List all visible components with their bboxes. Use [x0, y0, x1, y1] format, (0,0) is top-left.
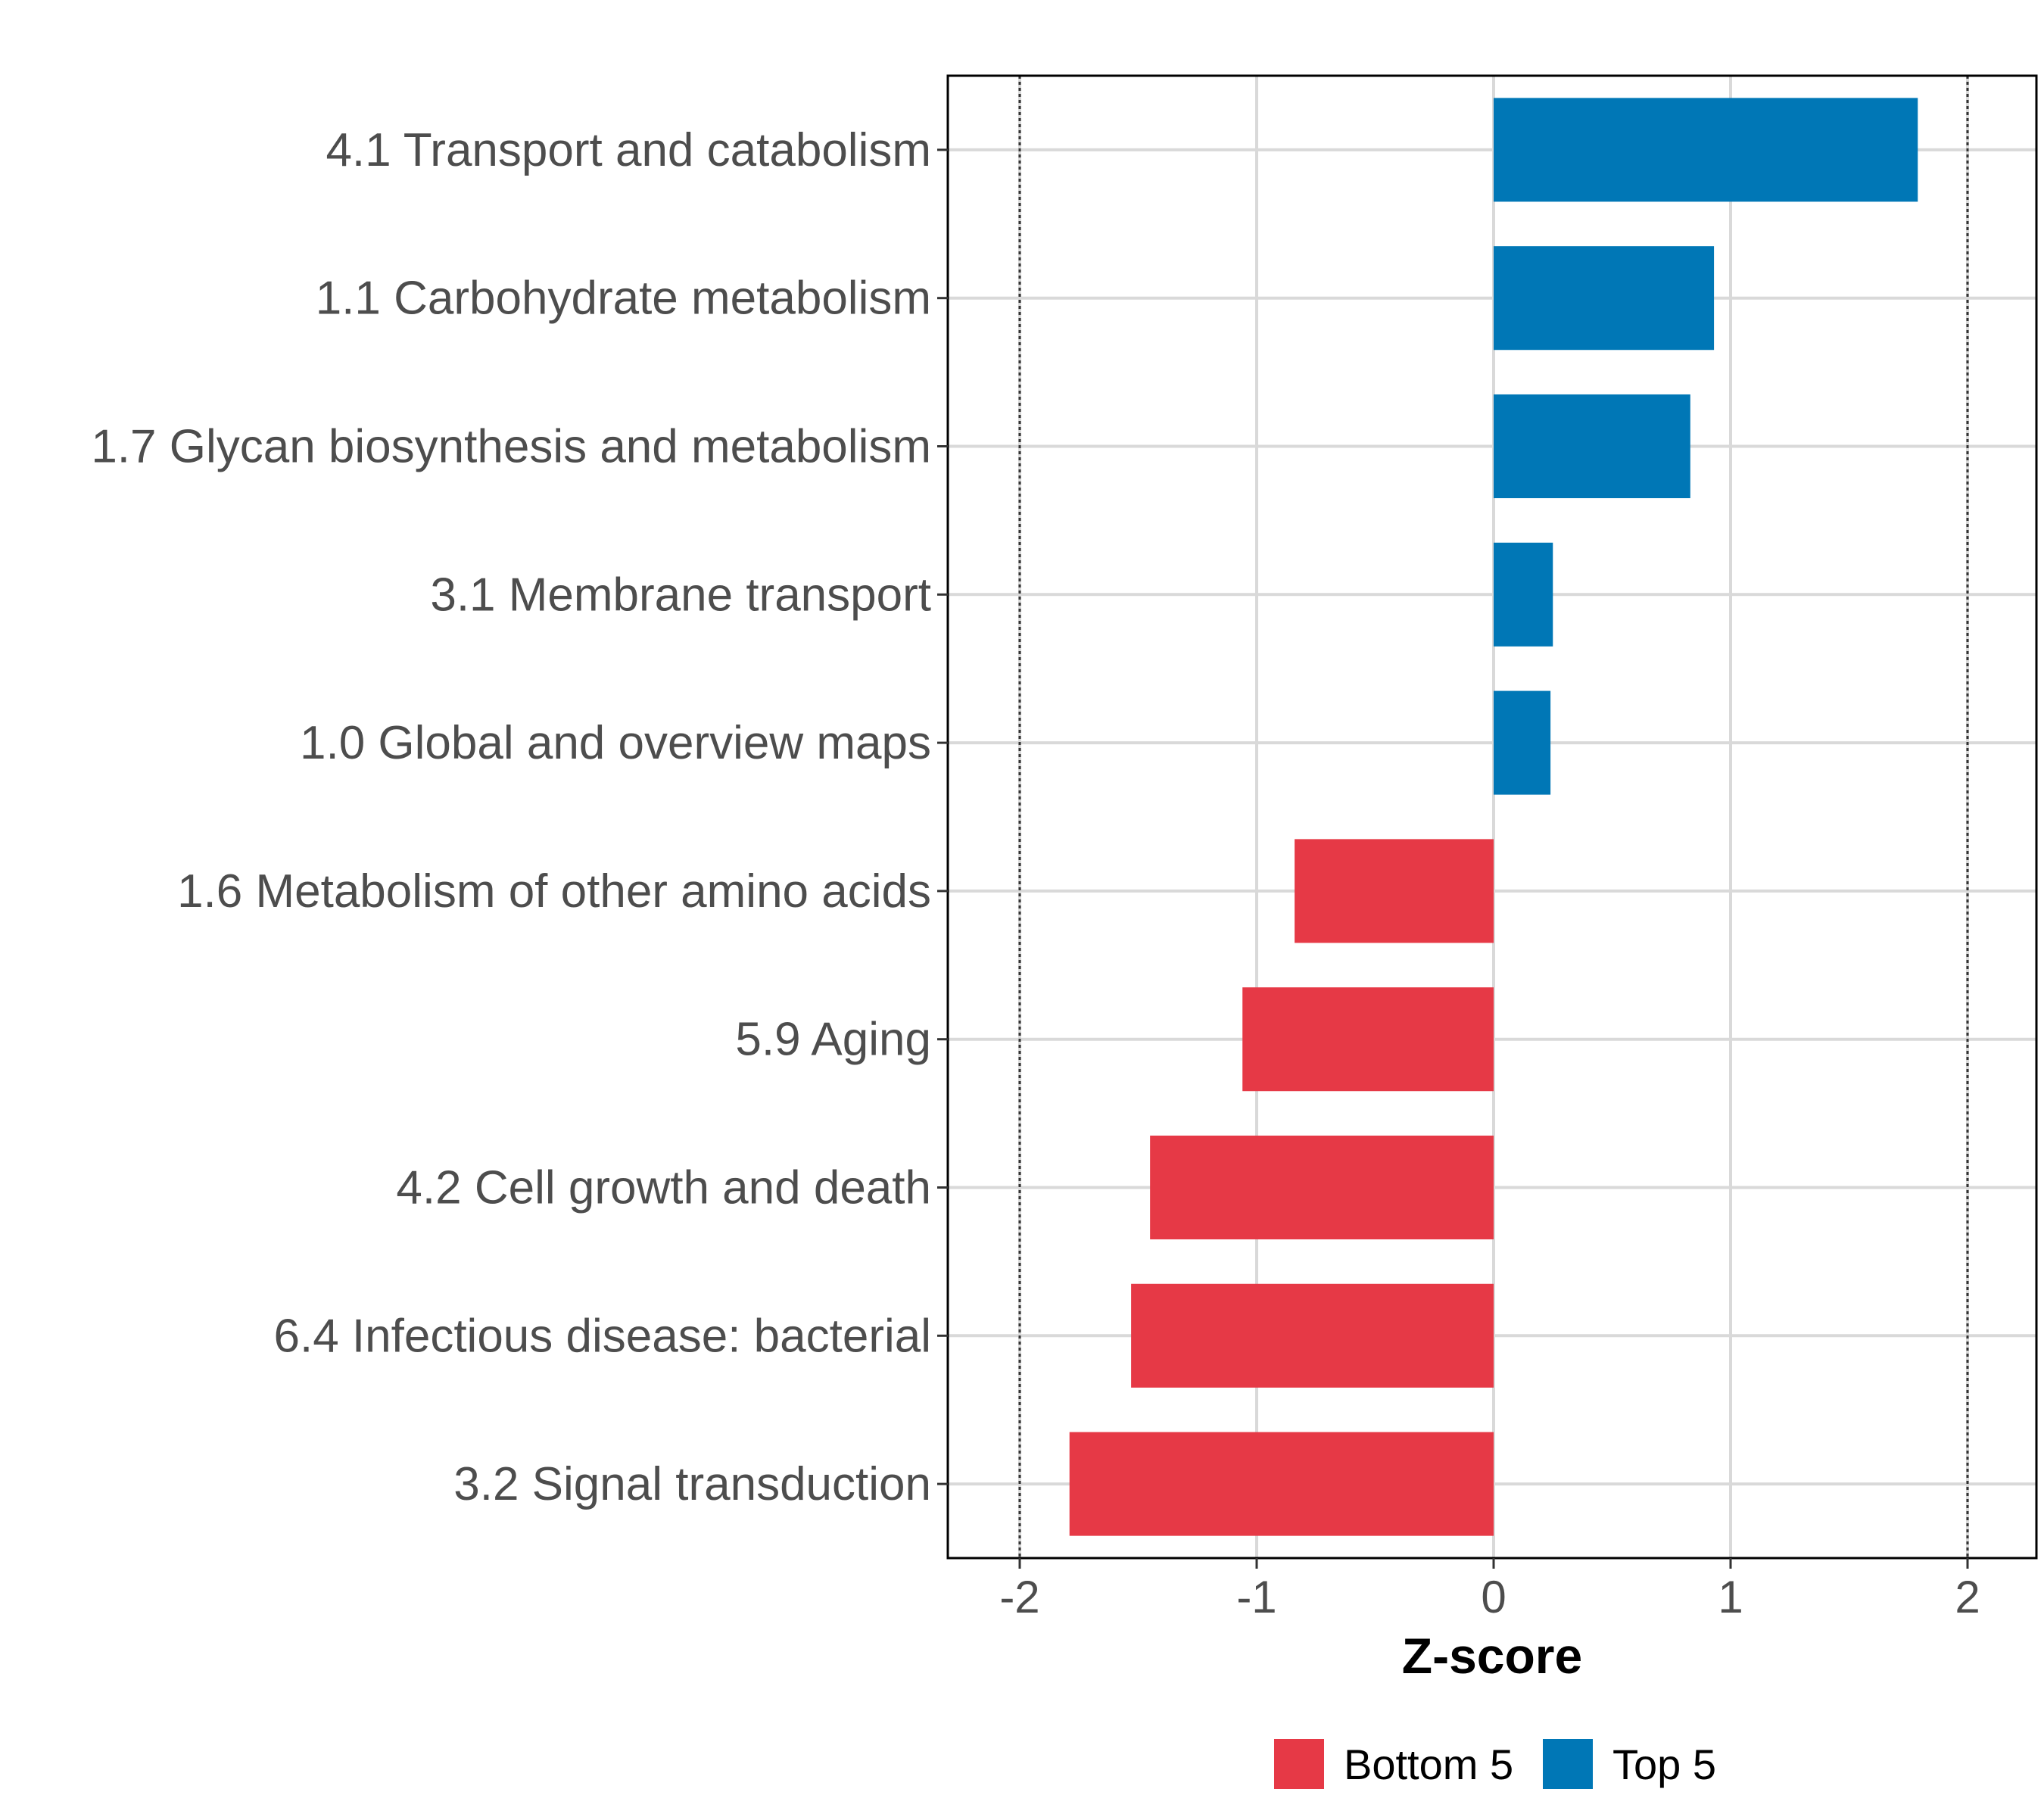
x-tick-label: 0 [1481, 1572, 1506, 1622]
x-axis-title: Z-score [1402, 1628, 1582, 1684]
legend-key-bottom-5 [1274, 1739, 1324, 1789]
bar [1494, 690, 1551, 795]
x-tick-label: 1 [1718, 1572, 1743, 1622]
y-axis: 4.1 Transport and catabolism 1.1 Carbohyd… [91, 124, 948, 1510]
x-tick-label: 2 [1955, 1572, 1980, 1622]
bar [1494, 542, 1553, 647]
bar [1150, 1135, 1494, 1240]
y-tick-label: 3.2 Signal transduction [453, 1458, 931, 1510]
bar [1494, 394, 1690, 499]
x-axis: -2 -1 0 1 2 [999, 1558, 1980, 1622]
bar [1494, 98, 1918, 202]
x-tick-label: -2 [999, 1572, 1039, 1622]
plot-panel-border [946, 74, 2038, 1560]
legend: Bottom 5 Top 5 [1274, 1739, 1716, 1789]
y-tick-label: 6.4 Infectious disease: bacterial [273, 1310, 931, 1362]
bar [1242, 987, 1494, 1092]
y-tick-label: 1.7 Glycan biosynthesis and metabolism [91, 421, 931, 473]
y-tick-label: 1.6 Metabolism of other amino acids [177, 865, 931, 918]
legend-label-top-5: Top 5 [1612, 1741, 1716, 1788]
bar [1494, 246, 1715, 351]
y-tick-label: 3.1 Membrane transport [430, 569, 931, 621]
y-tick-label: 5.9 Aging [735, 1014, 931, 1066]
y-tick-label: 1.1 Carbohydrate metabolism [316, 273, 931, 325]
y-tick-label: 4.1 Transport and catabolism [326, 124, 931, 176]
legend-key-top-5 [1543, 1739, 1593, 1789]
bar [1131, 1283, 1494, 1388]
y-tick-label: 1.0 Global and overview maps [300, 717, 931, 769]
bar-layer [1069, 98, 1918, 1536]
reference-line-layer [1018, 76, 1969, 1558]
legend-label-bottom-5: Bottom 5 [1344, 1741, 1513, 1788]
bar [1295, 839, 1494, 943]
y-tick-label: 4.2 Cell growth and death [396, 1162, 931, 1214]
x-tick-label: -1 [1236, 1572, 1276, 1622]
bar [1069, 1432, 1494, 1536]
